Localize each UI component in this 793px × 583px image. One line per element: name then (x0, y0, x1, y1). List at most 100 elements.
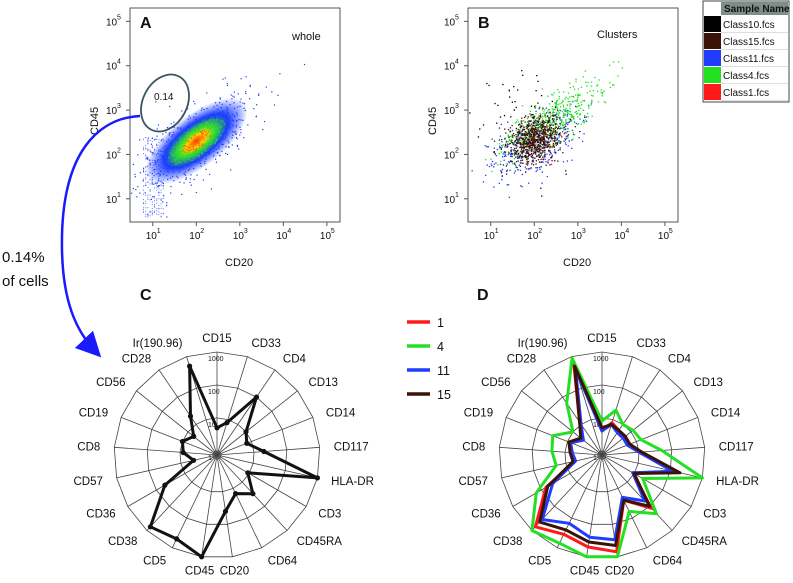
event-dot (147, 137, 149, 139)
cluster-dot (571, 159, 573, 161)
cluster-dot (586, 85, 588, 87)
cluster-dot (580, 86, 583, 88)
cluster-dot (578, 137, 580, 139)
cluster-dot (559, 109, 561, 112)
event-dot (151, 177, 153, 179)
cluster-dot (573, 120, 575, 123)
cluster-dot (522, 150, 524, 152)
cluster-dot (542, 136, 544, 138)
cluster-dot (556, 124, 558, 126)
cluster-dot (532, 164, 535, 166)
event-dot (215, 148, 217, 150)
cluster-dot (562, 116, 564, 119)
cluster-dot (549, 117, 551, 119)
y-tick-exponent: 4 (117, 59, 121, 66)
cluster-dot (613, 84, 615, 86)
event-dot (237, 93, 239, 95)
event-dot (154, 139, 155, 141)
cluster-dot (541, 152, 543, 154)
cluster-dot (549, 121, 551, 124)
event-dot (156, 163, 158, 165)
radar-point (162, 482, 168, 488)
event-dot (187, 132, 189, 134)
event-dot (201, 132, 203, 134)
cluster-dot (568, 140, 570, 142)
event-dot (221, 103, 223, 105)
event-dot (215, 138, 217, 140)
cluster-dot (504, 153, 506, 155)
x-tick-exponent: 1 (157, 228, 161, 235)
y-tick-label: 10 (106, 195, 118, 206)
cluster-dot (534, 138, 536, 140)
cluster-dot (533, 129, 535, 131)
cluster-dot (541, 128, 543, 130)
cluster-dot (531, 124, 533, 126)
cluster-dot (530, 133, 533, 135)
cluster-dot (501, 168, 504, 171)
event-dot (149, 199, 151, 201)
radar-spoke (216, 454, 233, 557)
cluster-dot (541, 143, 543, 146)
gate-ellipse[interactable] (131, 66, 198, 140)
event-dot (157, 124, 160, 126)
event-dot (194, 151, 196, 153)
radar-ring-label: 10 (593, 422, 601, 429)
event-dot (158, 198, 160, 200)
cluster-dot (527, 123, 529, 126)
cluster-dot (537, 138, 539, 140)
event-dot (195, 113, 197, 115)
cluster-dot (528, 168, 530, 170)
event-dot (149, 190, 151, 192)
cluster-dot (491, 138, 493, 140)
cluster-dot (528, 154, 530, 156)
event-dot (162, 201, 164, 203)
event-dot (173, 159, 175, 161)
cluster-dot (544, 156, 546, 158)
cluster-dot (524, 126, 526, 128)
cluster-dot (542, 150, 544, 152)
cluster-dot (486, 164, 488, 166)
cluster-dot (500, 170, 503, 173)
event-dot (162, 165, 164, 167)
cluster-dot (558, 116, 560, 118)
cluster-dot (515, 140, 517, 142)
cluster-dot (511, 161, 513, 163)
cluster-dot (527, 163, 529, 165)
cluster-dot (552, 133, 554, 135)
event-dot (253, 108, 255, 110)
cluster-dot (512, 133, 515, 135)
cluster-dot (597, 90, 599, 92)
event-dot (200, 125, 202, 128)
cluster-dot (513, 172, 516, 174)
cluster-dot (557, 111, 559, 113)
cluster-dot (555, 102, 557, 104)
cluster-dot (558, 91, 560, 93)
cluster-dot (549, 111, 551, 113)
event-dot (215, 140, 217, 142)
event-dot (156, 173, 158, 175)
cluster-dot (554, 149, 556, 151)
event-dot (178, 153, 181, 155)
cluster-dot (554, 130, 557, 132)
event-dot (161, 139, 163, 141)
event-dot (156, 155, 158, 157)
cluster-dot (534, 120, 536, 123)
event-dot (162, 138, 164, 140)
cluster-dot (561, 119, 563, 121)
event-dot (166, 175, 168, 177)
event-dot (204, 134, 207, 136)
cluster-dot (542, 141, 545, 143)
radar-axis-label: CD4 (283, 353, 307, 365)
cluster-dot (580, 101, 582, 103)
event-dot (145, 182, 147, 184)
event-dot (204, 162, 206, 165)
event-dot (170, 151, 172, 153)
cluster-dot (557, 160, 559, 162)
cluster-dot (547, 109, 550, 111)
event-dot (143, 207, 144, 209)
event-dot (163, 167, 165, 169)
event-dot (163, 173, 165, 175)
cluster-dot (517, 137, 519, 139)
cluster-dot (528, 149, 530, 152)
cluster-dot (556, 106, 558, 108)
